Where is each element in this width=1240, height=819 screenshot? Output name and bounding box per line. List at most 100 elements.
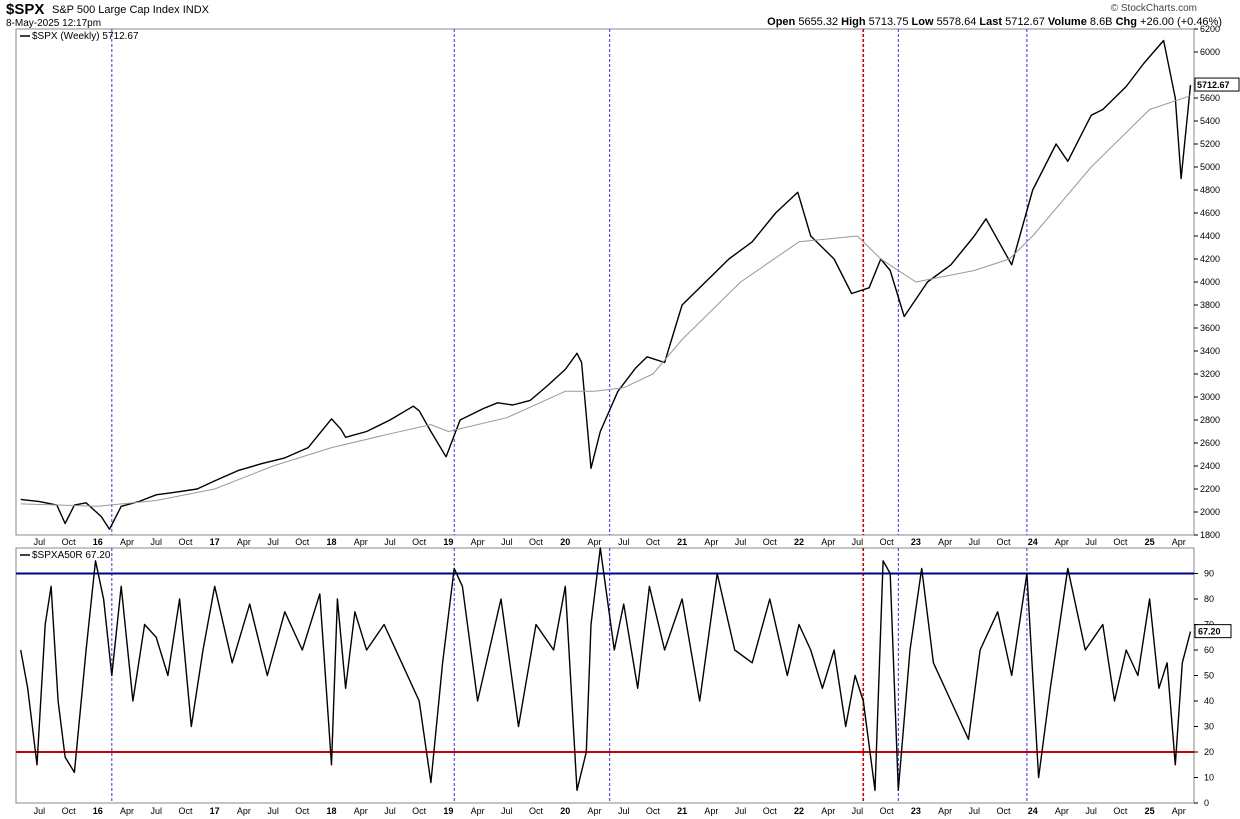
breadth-y-tick-label: 30 <box>1204 722 1214 732</box>
breadth-x-tick-label: Jul <box>150 806 162 816</box>
price-x-tick-label: Oct <box>646 537 661 547</box>
breadth-x-tick-label: Oct <box>1113 806 1128 816</box>
price-x-tick-label: Jul <box>384 537 396 547</box>
moving-average-line <box>20 95 1191 507</box>
price-y-tick-label: 3800 <box>1200 300 1220 310</box>
breadth-x-tick-label: Jul <box>267 806 279 816</box>
price-y-tick-label: 2800 <box>1200 415 1220 425</box>
breadth-x-tick-label: 18 <box>327 806 337 816</box>
price-x-tick-label: 17 <box>210 537 220 547</box>
breadth-x-tick-label: Apr <box>587 806 601 816</box>
chart-date: 8-May-2025 12:17pm <box>6 18 102 29</box>
price-y-tick-label: 5000 <box>1200 162 1220 172</box>
low-label: Low <box>911 16 934 28</box>
price-y-tick-label: 4600 <box>1200 208 1220 218</box>
price-x-tick-label: Apr <box>120 537 134 547</box>
price-y-tick-label: 1800 <box>1200 530 1220 540</box>
price-x-tick-label: Jul <box>852 537 864 547</box>
last-label: Last <box>979 16 1003 28</box>
price-x-tick-label: 20 <box>560 537 570 547</box>
breadth-x-tick-label: Oct <box>529 806 544 816</box>
price-x-tick-label: Jul <box>735 537 747 547</box>
breadth-x-tick-label: Jul <box>34 806 46 816</box>
price-y-tick-label: 3600 <box>1200 323 1220 333</box>
price-x-tick-label: 23 <box>911 537 921 547</box>
chart-header: $SPX S&P 500 Large Cap Index INDX 8-May-… <box>0 0 1240 29</box>
price-x-tick-label: 19 <box>443 537 453 547</box>
price-x-tick-label: Apr <box>471 537 485 547</box>
price-y-tick-label: 2400 <box>1200 461 1220 471</box>
symbol-fullname: S&P 500 Large Cap Index <box>52 4 180 16</box>
price-x-tick-label: Oct <box>997 537 1012 547</box>
breadth-x-tick-label: Apr <box>354 806 368 816</box>
volume-value: 8.6B <box>1089 16 1113 28</box>
breadth-y-tick-label: 40 <box>1204 696 1214 706</box>
price-x-tick-label: Apr <box>1172 537 1186 547</box>
price-y-tick-label: 5600 <box>1200 93 1220 103</box>
breadth-y-tick-label: 20 <box>1204 747 1214 757</box>
price-y-tick-label: 4000 <box>1200 277 1220 287</box>
breadth-x-tick-label: Apr <box>1172 806 1186 816</box>
price-x-tick-label: Oct <box>1113 537 1128 547</box>
price-x-tick-label: Jul <box>1085 537 1097 547</box>
price-x-tick-label: 16 <box>93 537 103 547</box>
price-x-tick-label: Oct <box>178 537 193 547</box>
breadth-x-tick-label: 17 <box>210 806 220 816</box>
breadth-x-tick-label: 22 <box>794 806 804 816</box>
price-y-tick-label: 5400 <box>1200 116 1220 126</box>
price-x-tick-label: Jul <box>969 537 981 547</box>
price-legend: $SPX (Weekly) 5712.67 <box>32 31 139 42</box>
price-x-tick-label: Jul <box>618 537 630 547</box>
price-x-tick-label: Oct <box>529 537 544 547</box>
breadth-x-tick-label: Jul <box>384 806 396 816</box>
price-x-tick-label: 18 <box>327 537 337 547</box>
high-value: 5713.75 <box>868 16 909 28</box>
brand-label: © StockCharts.com <box>1110 3 1197 14</box>
breadth-x-tick-label: 19 <box>443 806 453 816</box>
price-panel-frame <box>15 28 1195 536</box>
breadth-x-tick-label: 20 <box>560 806 570 816</box>
price-x-tick-label: 25 <box>1145 537 1155 547</box>
price-y-tick-label: 3200 <box>1200 369 1220 379</box>
breadth-last-value-box <box>1194 624 1232 639</box>
breadth-x-tick-label: Oct <box>763 806 778 816</box>
price-y-tick-label: 2600 <box>1200 438 1220 448</box>
breadth-x-tick-label: Oct <box>412 806 427 816</box>
last-value: 5712.67 <box>1005 16 1045 28</box>
breadth-y-tick-label: 80 <box>1204 594 1214 604</box>
price-line <box>20 39 1192 530</box>
price-last-value-box <box>1194 77 1240 92</box>
breadth-y-tick-label: 10 <box>1204 773 1214 783</box>
high-label: High <box>841 16 866 28</box>
breadth-x-tick-label: Jul <box>735 806 747 816</box>
open-value: 5655.32 <box>798 16 839 28</box>
price-x-tick-label: Jul <box>501 537 513 547</box>
price-x-tick-label: Apr <box>704 537 718 547</box>
price-x-tick-label: Apr <box>821 537 835 547</box>
breadth-line <box>20 547 1192 791</box>
breadth-y-tick-label: 0 <box>1204 798 1209 808</box>
price-y-tick-label: 2000 <box>1200 507 1220 517</box>
breadth-x-tick-label: Apr <box>704 806 718 816</box>
price-x-tick-label: Oct <box>295 537 310 547</box>
price-y-tick-label: 3000 <box>1200 392 1220 402</box>
price-x-tick-label: Apr <box>354 537 368 547</box>
breadth-x-tick-label: Jul <box>969 806 981 816</box>
price-y-tick-label: 4400 <box>1200 231 1220 241</box>
price-y-tick-label: 5200 <box>1200 139 1220 149</box>
breadth-x-tick-label: Oct <box>997 806 1012 816</box>
price-x-tick-label: 22 <box>794 537 804 547</box>
price-x-tick-label: Apr <box>587 537 601 547</box>
breadth-x-tick-label: 23 <box>911 806 921 816</box>
open-label: Open <box>767 16 796 28</box>
price-y-tick-label: 4800 <box>1200 185 1220 195</box>
breadth-legend: $SPXA50R 67.20 <box>32 550 111 561</box>
price-x-tick-label: Oct <box>880 537 895 547</box>
breadth-x-tick-label: Jul <box>852 806 864 816</box>
low-value: 5578.64 <box>936 16 977 28</box>
breadth-x-tick-label: Oct <box>295 806 310 816</box>
price-x-tick-label: Apr <box>938 537 952 547</box>
breadth-x-tick-label: Apr <box>120 806 134 816</box>
breadth-y-tick-label: 60 <box>1204 645 1214 655</box>
